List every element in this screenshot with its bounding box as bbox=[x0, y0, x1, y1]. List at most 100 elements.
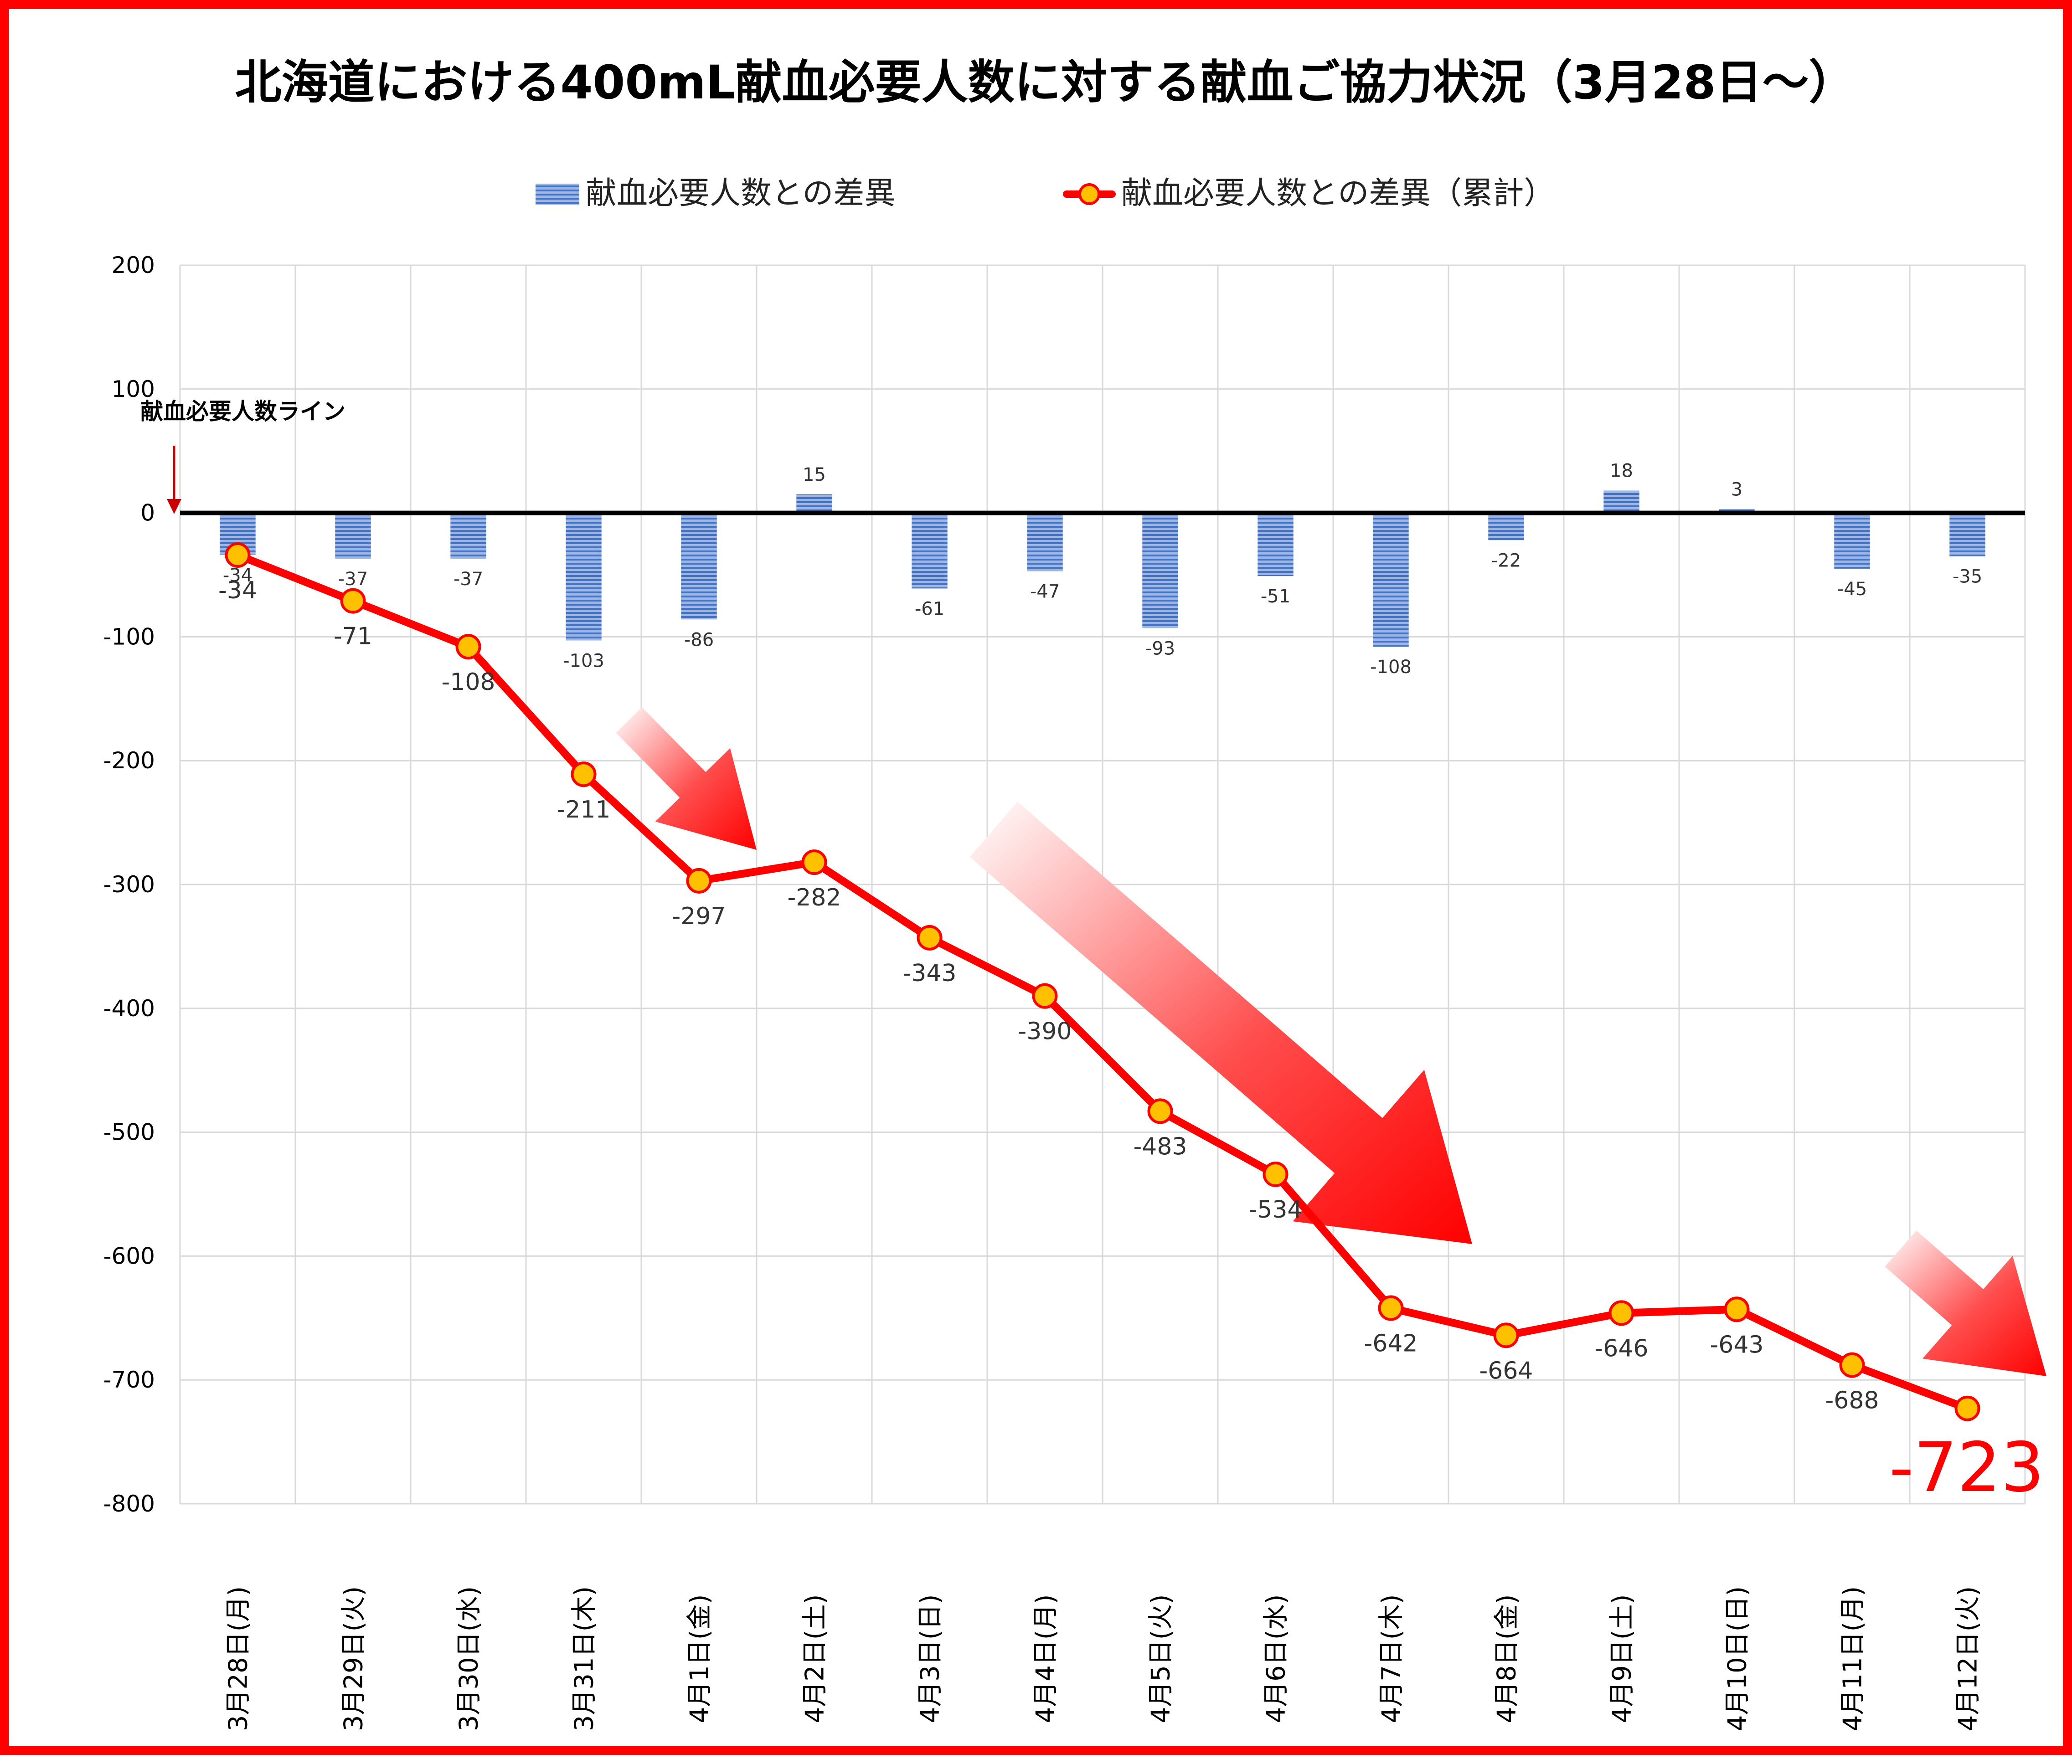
x-tick-label: 4月5日(火) bbox=[1146, 1594, 1176, 1723]
grid bbox=[179, 264, 2026, 1505]
bar bbox=[1488, 513, 1524, 540]
line-point-marker bbox=[1839, 1352, 1865, 1378]
line-value-label: -297 bbox=[672, 903, 726, 930]
line-point-marker bbox=[1724, 1296, 1750, 1322]
line-value-label: -71 bbox=[334, 623, 372, 650]
line-point-marker bbox=[1032, 983, 1058, 1009]
bar bbox=[1142, 513, 1178, 628]
line-point-marker bbox=[917, 925, 943, 951]
legend-bar-label: 献血必要人数との差異 bbox=[586, 175, 895, 211]
x-axis-ticks: 3月28日(月) 3月29日(火) 3月30日(水) 3月31日(木) 4月1日(金) 4… bbox=[224, 1586, 1983, 1732]
line-value-label: -390 bbox=[1018, 1018, 1072, 1045]
bar-value-label: 18 bbox=[1610, 461, 1633, 482]
bar-value-label: 3 bbox=[1731, 479, 1742, 500]
line-point-marker bbox=[686, 868, 712, 894]
y-tick-label: 0 bbox=[140, 500, 155, 526]
bar-series: -34 -37 -37 -103 -86 15 -61 -47 -93 -51 -108 -22 18 3… bbox=[220, 461, 1985, 678]
line-point-marker bbox=[1608, 1300, 1634, 1326]
line-point-marker bbox=[571, 761, 597, 787]
final-value-label: -723 bbox=[1889, 1428, 2044, 1507]
chart-title: 北海道における400mL献血必要人数に対する献血ご協力状況（3月28日～） bbox=[235, 56, 1855, 110]
x-tick-label: 3月31日(木) bbox=[570, 1586, 599, 1732]
y-tick-label: -500 bbox=[103, 1119, 155, 1146]
legend-bar-swatch bbox=[536, 184, 579, 205]
line-value-label: -688 bbox=[1825, 1387, 1879, 1414]
x-tick-label: 4月8日(金) bbox=[1492, 1594, 1522, 1723]
trend-arrow-small bbox=[616, 707, 757, 850]
bar bbox=[1258, 513, 1294, 576]
x-tick-label: 4月3日(日) bbox=[916, 1594, 945, 1723]
x-tick-label: 4月10日(日) bbox=[1723, 1586, 1752, 1732]
line-value-label: -642 bbox=[1364, 1330, 1417, 1358]
bar-value-label: -47 bbox=[1030, 581, 1060, 602]
y-tick-label: -700 bbox=[103, 1367, 155, 1393]
y-tick-label: 200 bbox=[112, 252, 155, 278]
bar bbox=[912, 513, 948, 589]
y-tick-label: -800 bbox=[103, 1491, 155, 1517]
bar-value-label: -108 bbox=[1370, 657, 1412, 678]
x-tick-label: 4月12日(火) bbox=[1953, 1586, 1983, 1732]
line-point-marker bbox=[1147, 1098, 1173, 1124]
x-tick-label: 4月6日(水) bbox=[1262, 1594, 1291, 1723]
bar bbox=[681, 513, 717, 620]
bar bbox=[796, 494, 832, 513]
bar bbox=[450, 513, 486, 559]
line-value-label: -643 bbox=[1710, 1331, 1763, 1358]
x-tick-label: 3月28日(月) bbox=[224, 1586, 253, 1732]
line-point-marker bbox=[1493, 1322, 1519, 1348]
required-line-label: 献血必要人数ライン bbox=[140, 398, 345, 425]
chart-svg: 北海道における400mL献血必要人数に対する献血ご協力状況（3月28日～） 献血… bbox=[103, 56, 2046, 1732]
line-value-label: -664 bbox=[1479, 1357, 1533, 1384]
line-point-marker bbox=[225, 542, 251, 568]
line-value-label: -282 bbox=[787, 884, 841, 911]
y-tick-label: -600 bbox=[103, 1243, 155, 1269]
bar-value-label: -34 bbox=[223, 565, 253, 586]
line-point-marker bbox=[1954, 1395, 1980, 1421]
x-tick-label: 4月2日(土) bbox=[800, 1594, 830, 1723]
decorative-arrows bbox=[616, 707, 2046, 1376]
bar bbox=[1027, 513, 1063, 571]
bar-value-label: -22 bbox=[1491, 550, 1521, 571]
cumulative-line bbox=[234, 551, 1971, 1413]
line-point-marker bbox=[1263, 1162, 1289, 1188]
bar-value-label: -37 bbox=[338, 569, 368, 590]
legend: 献血必要人数との差異 献血必要人数との差異（累計） bbox=[536, 175, 1555, 211]
bar-value-label: -61 bbox=[915, 598, 944, 619]
legend-line-label: 献血必要人数との差異（累計） bbox=[1121, 175, 1555, 211]
line-value-label: -343 bbox=[902, 960, 956, 987]
x-tick-label: 3月29日(火) bbox=[339, 1586, 369, 1732]
bar-value-label: -35 bbox=[1953, 566, 1982, 587]
bar-value-label: -103 bbox=[563, 651, 604, 672]
x-tick-label: 4月11日(月) bbox=[1838, 1586, 1868, 1732]
y-tick-label: -200 bbox=[103, 747, 155, 774]
trend-arrow-final bbox=[1885, 1230, 2046, 1376]
bar bbox=[1834, 513, 1870, 569]
bar bbox=[566, 513, 602, 641]
line-value-label: -211 bbox=[557, 796, 610, 823]
line-point-marker bbox=[340, 588, 366, 614]
bar-value-label: -37 bbox=[454, 569, 483, 590]
bar-value-label: 15 bbox=[803, 464, 826, 485]
annotation-arrow-head bbox=[167, 499, 181, 514]
bar-value-label: -51 bbox=[1261, 586, 1290, 607]
line-value-label: -34 bbox=[218, 577, 257, 604]
x-tick-label: 4月1日(金) bbox=[685, 1594, 715, 1723]
line-series: -34 -71 -108 -211 -297 -282 -343 -390 -483 -534 -6… bbox=[218, 542, 1980, 1421]
y-tick-label: -400 bbox=[103, 995, 155, 1022]
required-line-annotation: 献血必要人数ライン bbox=[140, 398, 345, 514]
bar bbox=[1949, 513, 1985, 556]
y-tick-label: -300 bbox=[103, 871, 155, 898]
bar-value-label: -45 bbox=[1837, 579, 1867, 600]
y-tick-label: 100 bbox=[112, 376, 155, 402]
bar bbox=[335, 513, 371, 559]
y-tick-label: -100 bbox=[103, 623, 155, 650]
line-value-label: -483 bbox=[1133, 1133, 1187, 1160]
y-axis-ticks: 200 100 0 -100 -200 -300 -400 -500 -600 -700 -800 bbox=[103, 252, 155, 1517]
line-value-label: -534 bbox=[1248, 1196, 1302, 1224]
x-tick-label: 4月4日(月) bbox=[1031, 1594, 1061, 1723]
legend-line-marker bbox=[1078, 183, 1100, 205]
line-point-marker bbox=[455, 634, 481, 660]
line-value-label: -646 bbox=[1594, 1335, 1648, 1362]
line-point-marker bbox=[1378, 1295, 1404, 1321]
